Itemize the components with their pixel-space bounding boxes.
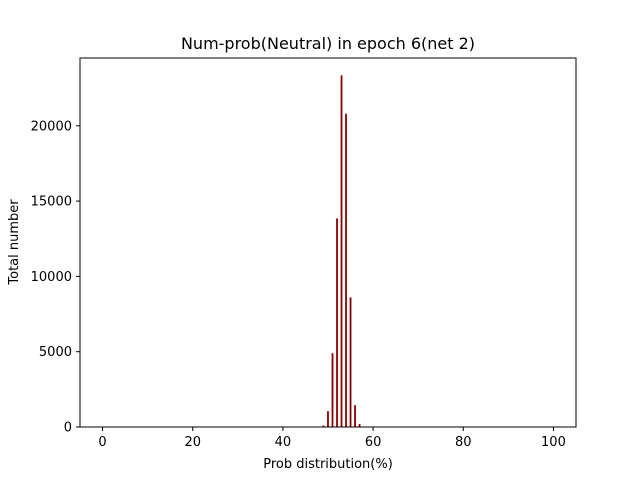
- y-tick-label: 15000: [31, 195, 72, 210]
- x-tick-label: 0: [98, 435, 106, 450]
- bar: [345, 113, 347, 427]
- x-axis-label: Prob distribution(%): [263, 457, 393, 472]
- bars-group: [322, 75, 361, 428]
- x-tick-label: 20: [184, 435, 201, 450]
- x-tick-label: 40: [275, 435, 292, 450]
- bar: [349, 297, 352, 427]
- bar: [336, 218, 338, 427]
- bar: [358, 423, 361, 427]
- chart-title: Num-prob(Neutral) in epoch 6(net 2): [181, 34, 475, 53]
- bar: [327, 411, 329, 427]
- bar: [354, 405, 356, 427]
- x-tick-label: 60: [365, 435, 382, 450]
- y-tick-label: 10000: [31, 270, 72, 285]
- y-tick-label: 0: [64, 421, 72, 436]
- y-axis-label: Total number: [7, 199, 22, 286]
- y-axis: 0 5000 10000 15000 20000: [31, 119, 80, 436]
- x-axis: 0 20 40 60 80 100: [98, 427, 566, 450]
- x-tick-label: 80: [455, 435, 472, 450]
- bar: [340, 75, 343, 428]
- y-tick-label: 20000: [31, 119, 72, 134]
- plot-frame: [79, 57, 577, 428]
- bar: [322, 425, 325, 427]
- x-tick-label: 100: [541, 435, 566, 450]
- y-tick-label: 5000: [39, 345, 72, 360]
- bar: [331, 353, 334, 427]
